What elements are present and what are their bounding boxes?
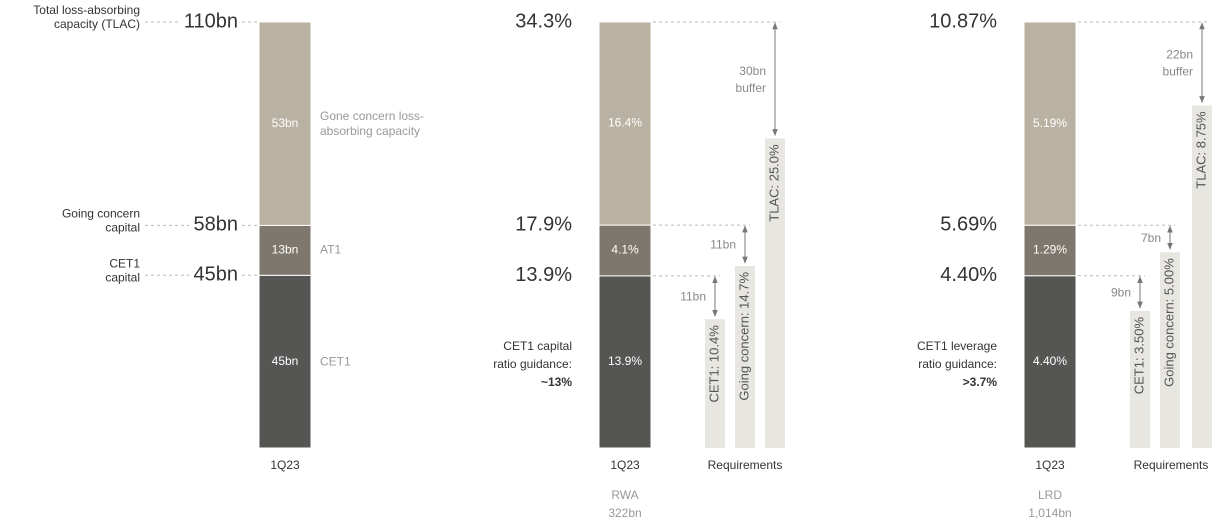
bar-segment bbox=[258, 224, 312, 276]
level-value: 13.9% bbox=[515, 264, 572, 286]
level-value: 17.9% bbox=[515, 213, 572, 235]
gap-label: 22bn bbox=[1166, 47, 1193, 61]
level-value: 45bn bbox=[194, 264, 239, 286]
requirement-bar bbox=[1130, 310, 1150, 448]
bar-segment bbox=[598, 275, 652, 449]
gap-label: 30bn bbox=[739, 64, 766, 78]
gap-label: 11bn bbox=[680, 290, 706, 304]
requirements-title: Requirements bbox=[1134, 458, 1209, 472]
segment-label: 53bn bbox=[272, 116, 299, 130]
bar-segment bbox=[1023, 21, 1077, 226]
requirement-bar bbox=[1160, 252, 1180, 448]
segment-label: 45bn bbox=[272, 354, 299, 368]
requirements-title: Requirements bbox=[708, 458, 783, 472]
segment-label: 1.29% bbox=[1033, 243, 1067, 257]
requirement-bar bbox=[735, 265, 755, 448]
requirement-bar bbox=[765, 138, 785, 448]
guidance-label: >3.7% bbox=[963, 375, 998, 389]
category-label: 1Q23 bbox=[1035, 458, 1065, 472]
footer-label: LRD bbox=[1038, 488, 1062, 502]
requirement-label: TLAC: 8.75% bbox=[1193, 111, 1208, 189]
requirement-label: Going concern: 14.7% bbox=[736, 272, 751, 401]
level-value: 4.40% bbox=[940, 264, 997, 286]
gap-label: buffer bbox=[1163, 64, 1193, 78]
gap-label: 9bn bbox=[1111, 286, 1131, 300]
level-value: 10.87% bbox=[929, 10, 997, 32]
guidance-label: CET1 leverage bbox=[917, 339, 997, 353]
level-label: CET1 bbox=[109, 256, 140, 270]
segment-label: 5.19% bbox=[1033, 116, 1067, 130]
guidance-label: ratio guidance: bbox=[918, 357, 997, 371]
guidance-label: ratio guidance: bbox=[493, 357, 572, 371]
segment-label: 13.9% bbox=[608, 354, 642, 368]
level-value: 58bn bbox=[194, 214, 239, 236]
bar-segment bbox=[258, 21, 312, 226]
gap-label: 7bn bbox=[1141, 231, 1161, 245]
level-label: capital bbox=[105, 270, 140, 284]
guidance-label: CET1 capital bbox=[503, 339, 572, 353]
segment-label: 4.40% bbox=[1033, 354, 1067, 368]
segment-label: 4.1% bbox=[611, 243, 639, 257]
requirement-bar bbox=[1192, 105, 1212, 448]
bar-segment bbox=[1023, 224, 1077, 277]
bar-segment bbox=[598, 21, 652, 226]
category-label: 1Q23 bbox=[270, 458, 300, 472]
level-value: 110bn bbox=[184, 10, 238, 32]
segment-name: AT1 bbox=[320, 242, 342, 257]
requirement-label: Going concern: 5.00% bbox=[1161, 258, 1176, 387]
segment-label: 16.4% bbox=[608, 116, 642, 130]
guidance-label: ~13% bbox=[541, 375, 572, 389]
segment-name: CET1 bbox=[320, 354, 351, 369]
level-value: 34.3% bbox=[515, 10, 572, 32]
gap-label: 11bn bbox=[710, 238, 736, 252]
bar-segment bbox=[258, 274, 312, 449]
category-label: 1Q23 bbox=[610, 458, 640, 472]
gap-label: buffer bbox=[736, 81, 766, 95]
footer-label: 322bn bbox=[608, 506, 641, 520]
requirement-label: TLAC: 25.0% bbox=[766, 144, 781, 222]
requirement-bar bbox=[705, 319, 725, 448]
footer-label: 1,014bn bbox=[1028, 506, 1071, 520]
level-value: 5.69% bbox=[940, 213, 997, 235]
requirement-label: CET1: 3.50% bbox=[1131, 317, 1146, 395]
level-label: capital bbox=[105, 221, 140, 235]
level-label: Going concern bbox=[62, 207, 140, 221]
level-label: Total loss-absorbing bbox=[33, 3, 140, 17]
bar-segment bbox=[598, 224, 652, 277]
footer-label: RWA bbox=[611, 488, 638, 502]
level-label: capacity (TLAC) bbox=[54, 17, 140, 31]
segment-label: 13bn bbox=[272, 243, 299, 257]
bar-segment bbox=[1023, 275, 1077, 449]
segment-name: Gone concern loss-absorbing capacity bbox=[320, 108, 425, 138]
requirement-label: CET1: 10.4% bbox=[706, 325, 721, 403]
